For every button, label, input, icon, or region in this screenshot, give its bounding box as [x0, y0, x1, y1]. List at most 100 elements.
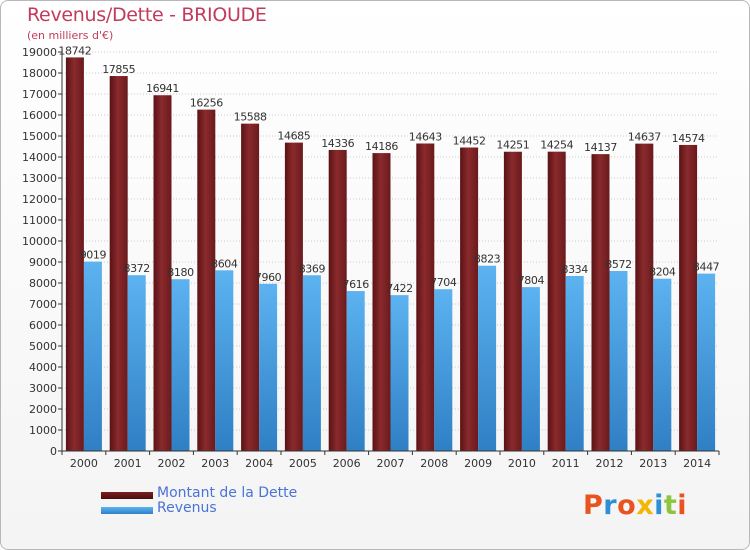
chart-subtitle: (en milliers d'€): [27, 29, 114, 42]
bar-revenus-2004: [259, 283, 278, 451]
bar-revenus-2008: [434, 289, 453, 451]
data-label-dette-2009: 14452: [453, 135, 486, 148]
data-label-revenus-2001: 8372: [123, 262, 149, 275]
y-tick-label-18000: 18000: [22, 67, 57, 80]
bar-revenus-2012: [609, 270, 628, 451]
proxiti-logo: Proxiti: [583, 490, 687, 521]
data-label-dette-2011: 14254: [540, 139, 573, 152]
data-label-dette-2002: 16941: [146, 82, 179, 95]
bar-dette-2009: [460, 147, 479, 451]
x-tick-label-2013: 2013: [639, 457, 667, 470]
data-label-revenus-2008: 7704: [430, 276, 457, 289]
x-tick-label-2009: 2009: [464, 457, 492, 470]
bar-dette-2006: [328, 149, 347, 451]
bar-dette-2013: [635, 143, 654, 452]
bar-revenus-2002: [171, 279, 190, 451]
bar-dette-2008: [416, 143, 435, 451]
data-label-dette-2004: 15588: [234, 111, 267, 124]
x-tick-label-2011: 2011: [552, 457, 580, 470]
data-labels: 18742 9019 17855 8372 16941 8180 16256 8604 1558…: [58, 44, 720, 295]
y-tick-label-5000: 5000: [29, 340, 57, 353]
data-label-dette-2003: 16256: [190, 97, 223, 110]
axes: 0 1000 2000 3000 4000 5000 6000 7000 8000 9000 100…: [22, 46, 720, 470]
logo-letter: o: [617, 490, 637, 521]
bar-dette-2005: [284, 142, 303, 452]
bar-revenus-2006: [346, 291, 365, 451]
data-label-revenus-2006: 7616: [342, 278, 369, 291]
y-tick-label-0: 0: [50, 445, 57, 458]
bar-revenus-2013: [653, 278, 672, 451]
logo-letter: r: [603, 490, 618, 521]
y-tick-label-16000: 16000: [22, 109, 57, 122]
data-label-revenus-2014: 8447: [693, 261, 720, 274]
data-label-dette-2007: 14186: [365, 140, 398, 153]
x-tick-label-2014: 2014: [683, 457, 711, 470]
x-tick-label-2005: 2005: [289, 457, 317, 470]
x-tick-label-2002: 2002: [158, 457, 186, 470]
data-label-dette-2005: 14685: [277, 130, 310, 143]
x-tick-label-2000: 2000: [70, 457, 98, 470]
y-tick-label-19000: 19000: [22, 46, 57, 59]
data-label-dette-2006: 14336: [321, 137, 354, 150]
y-tick-label-11000: 11000: [22, 214, 57, 227]
bar-revenus-2000: [83, 261, 102, 451]
y-tick-label-12000: 12000: [22, 193, 57, 206]
x-tick-label-2010: 2010: [508, 457, 536, 470]
y-tick-label-9000: 9000: [29, 256, 57, 269]
data-label-revenus-2009: 8823: [474, 253, 501, 266]
bar-revenus-2010: [521, 287, 540, 451]
data-label-revenus-2012: 8572: [605, 258, 631, 271]
data-label-revenus-2010: 7804: [518, 274, 545, 287]
y-tick-label-8000: 8000: [29, 277, 57, 290]
bar-dette-2012: [591, 154, 610, 452]
logo-letter: P: [583, 490, 604, 521]
bar-revenus-2007: [390, 295, 409, 451]
bar-revenus-2003: [215, 270, 234, 451]
bar-dette-2004: [241, 123, 260, 451]
bar-revenus-2005: [302, 275, 321, 451]
bar-revenus-2009: [478, 265, 497, 451]
data-label-dette-2000: 18742: [58, 44, 91, 57]
bar-dette-2000: [65, 57, 84, 451]
bar-dette-2014: [679, 144, 698, 452]
data-label-dette-2013: 14637: [628, 131, 661, 144]
y-tick-label-13000: 13000: [22, 172, 57, 185]
x-tick-label-2007: 2007: [377, 457, 405, 470]
bar-revenus-2011: [565, 275, 584, 451]
data-label-dette-2008: 14643: [409, 130, 442, 143]
x-tick-label-2012: 2012: [596, 457, 624, 470]
bar-revenus-2014: [697, 273, 716, 451]
logo-letter: t: [663, 490, 678, 521]
data-label-dette-2012: 14137: [584, 141, 617, 154]
y-tick-label-14000: 14000: [22, 151, 57, 164]
data-label-dette-2014: 14574: [672, 132, 705, 145]
logo-letter: i: [677, 490, 688, 521]
bar-dette-2011: [547, 151, 566, 451]
chart-title: Revenus/Dette - BRIOUDE: [27, 4, 267, 26]
legend-swatch-dette: [101, 492, 153, 499]
data-label-revenus-2003: 8604: [211, 257, 238, 270]
bar-dette-2007: [372, 153, 391, 451]
data-label-revenus-2005: 8369: [299, 262, 326, 275]
legend-label-revenus: Revenus: [157, 500, 217, 516]
data-label-revenus-2000: 9019: [80, 249, 107, 262]
data-label-revenus-2002: 8180: [167, 266, 194, 279]
y-tick-label-7000: 7000: [29, 298, 57, 311]
x-tick-label-2003: 2003: [201, 457, 229, 470]
y-tick-label-2000: 2000: [29, 403, 57, 416]
y-tick-label-15000: 15000: [22, 130, 57, 143]
x-tick-label-2006: 2006: [333, 457, 361, 470]
x-tick-label-2001: 2001: [114, 457, 142, 470]
bar-dette-2003: [197, 109, 216, 452]
logo-letter: i: [654, 490, 664, 521]
data-label-revenus-2007: 7422: [386, 282, 412, 295]
x-tick-label-2004: 2004: [245, 457, 273, 470]
y-tick-label-17000: 17000: [22, 88, 57, 101]
data-label-dette-2001: 17855: [102, 63, 135, 76]
y-tick-label-10000: 10000: [22, 235, 57, 248]
bar-dette-2002: [153, 95, 172, 451]
y-tick-label-6000: 6000: [29, 319, 57, 332]
data-label-dette-2010: 14251: [496, 139, 529, 152]
